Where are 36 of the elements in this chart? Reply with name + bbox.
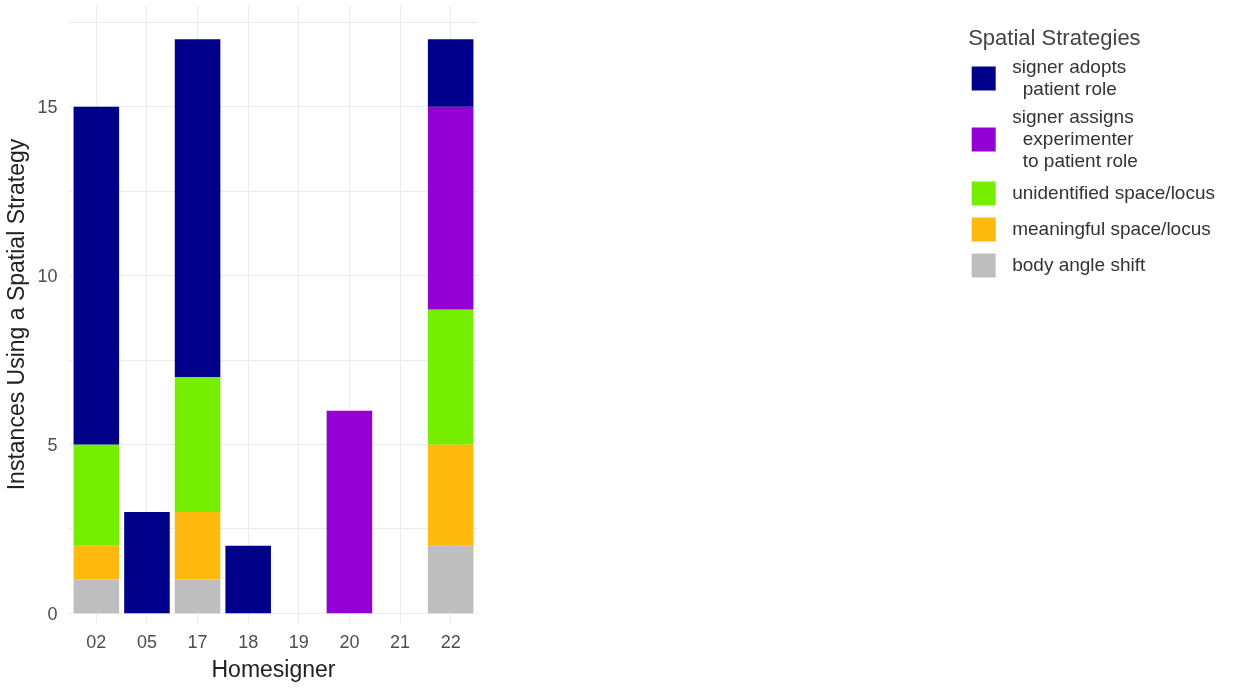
legend-label: meaningful space/locus: [1012, 218, 1211, 240]
bar: [427, 39, 474, 107]
x-axis-title: Homesigner: [211, 655, 336, 682]
legend-label: body angle shift: [1012, 254, 1146, 276]
bar: [124, 512, 170, 614]
legend-label: signer assigns experimenter to patient role: [1012, 106, 1138, 172]
x-tick-label: 02: [86, 631, 107, 652]
bar: [174, 376, 221, 513]
bar: [73, 545, 120, 580]
bar: [427, 106, 474, 310]
x-tick-label: 22: [440, 631, 461, 652]
bar: [73, 106, 120, 445]
legend-label: unidentified space/locus: [1012, 182, 1215, 204]
bar: [427, 545, 474, 614]
bar: [174, 512, 221, 580]
y-tick-label: 10: [37, 266, 58, 287]
bar: [326, 410, 373, 614]
x-tick-label: 20: [339, 631, 360, 652]
y-tick-label: 15: [37, 97, 58, 118]
x-tick-label: 21: [390, 631, 411, 652]
bar: [73, 579, 120, 614]
legend-label: signer adopts patient role: [1012, 56, 1127, 100]
x-tick-label: 05: [136, 631, 157, 652]
x-tick-label: 19: [288, 631, 309, 652]
bar: [427, 309, 474, 445]
bar: [174, 39, 221, 377]
y-tick-label: 0: [47, 603, 58, 624]
bar: [225, 545, 271, 614]
y-tick-label: 5: [47, 435, 58, 456]
legend-title: Spatial Strategies: [968, 25, 1142, 51]
bar: [427, 444, 474, 546]
x-tick-label: 17: [187, 631, 208, 652]
bar: [174, 579, 221, 614]
bar: [73, 444, 120, 546]
x-tick-label: 18: [238, 631, 259, 652]
y-axis-title: Instances Using a Spatial Strategy: [3, 138, 30, 491]
